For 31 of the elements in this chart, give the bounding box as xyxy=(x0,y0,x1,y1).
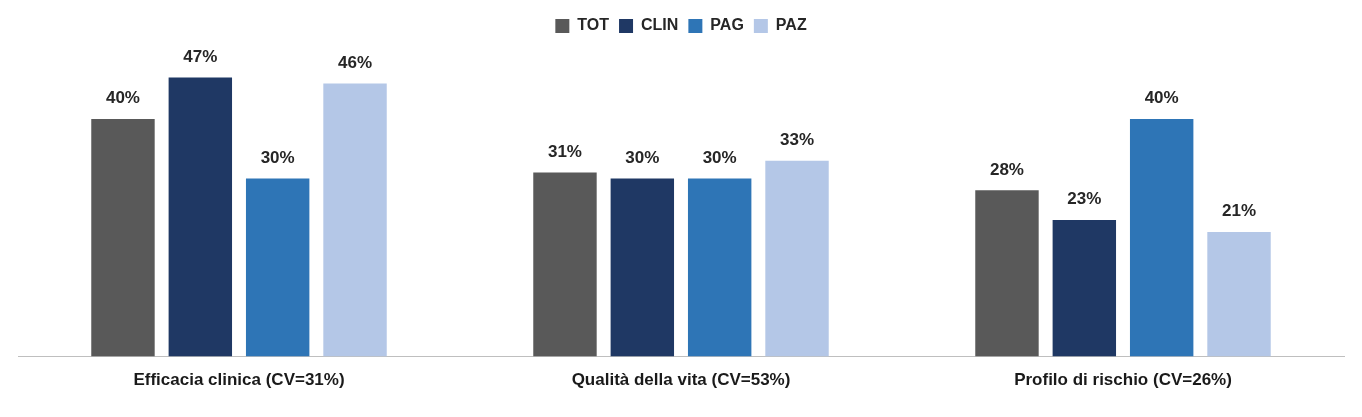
data-label: 33% xyxy=(780,129,815,149)
legend-label: TOT xyxy=(577,16,610,34)
bar xyxy=(765,160,829,357)
data-label: 40% xyxy=(1144,88,1179,108)
bar xyxy=(1052,220,1117,357)
bar xyxy=(323,83,387,357)
data-label: 40% xyxy=(105,88,140,108)
legend-label: PAZ xyxy=(775,16,807,34)
data-label: 28% xyxy=(989,159,1024,179)
bar xyxy=(533,172,597,357)
data-label: 47% xyxy=(183,46,218,66)
x-tick-label: Efficacia clinica (CV=31%) xyxy=(133,370,345,390)
x-tick-label: Profilo di rischio (CV=26%) xyxy=(1014,370,1232,390)
x-tick-label: Qualità della vita (CV=53%) xyxy=(571,370,791,390)
legend-label: PAG xyxy=(710,16,744,34)
bar xyxy=(245,178,310,357)
legend-label: CLIN xyxy=(641,16,679,34)
data-label: 46% xyxy=(338,52,373,72)
data-label: 31% xyxy=(547,141,582,161)
bar xyxy=(91,119,155,357)
bar xyxy=(610,178,675,357)
bar xyxy=(168,77,233,357)
bar xyxy=(975,190,1039,357)
data-label: 21% xyxy=(1222,201,1257,221)
data-label: 30% xyxy=(260,147,295,167)
bar xyxy=(687,178,752,357)
bar xyxy=(1129,119,1194,357)
data-label: 30% xyxy=(625,147,660,167)
data-label: 23% xyxy=(1067,189,1102,209)
bar xyxy=(1207,231,1271,357)
data-label: 30% xyxy=(702,147,737,167)
